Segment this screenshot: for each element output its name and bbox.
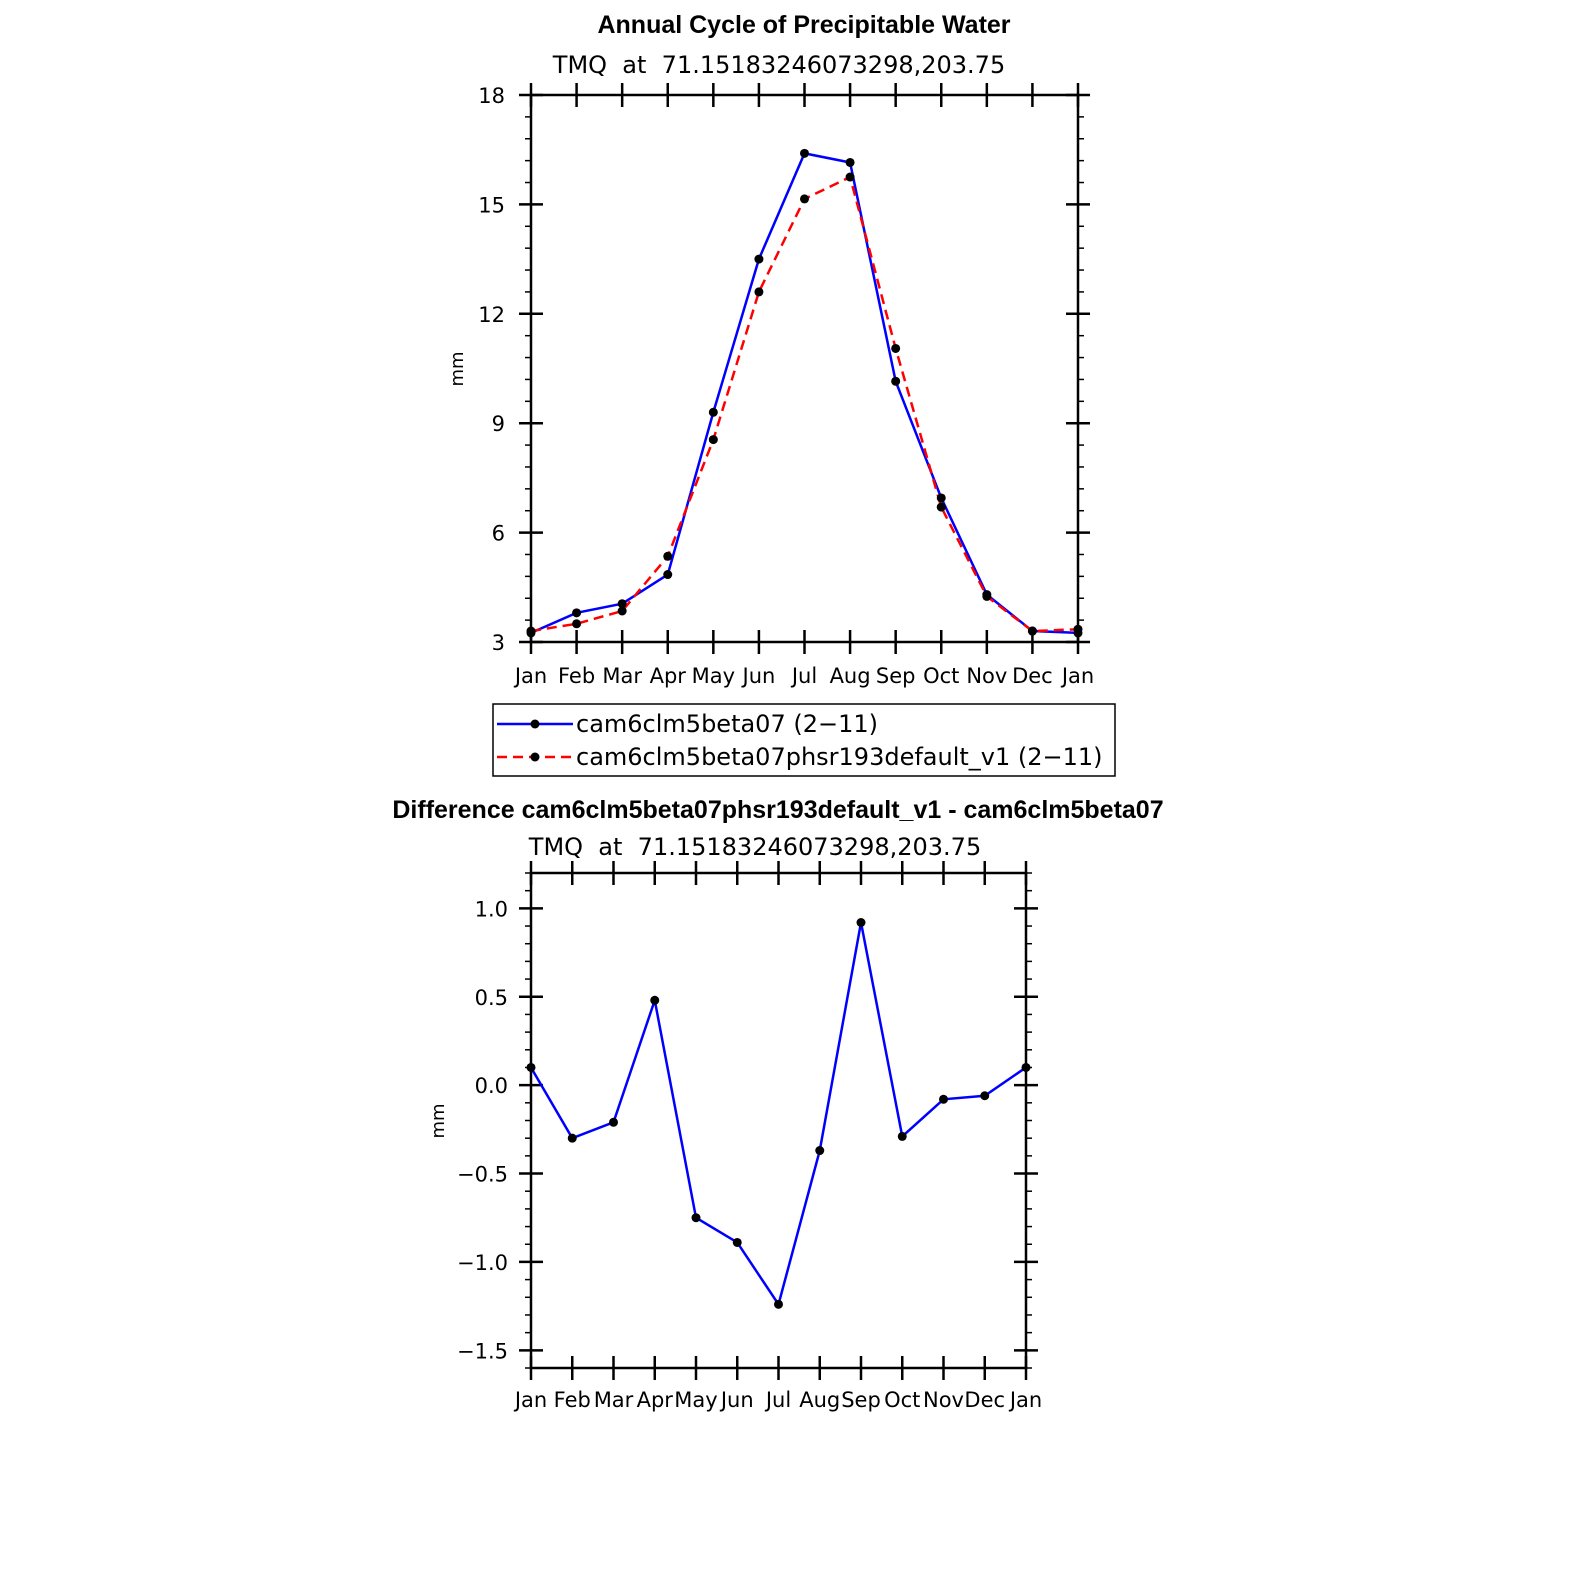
legend-label-red: cam6clm5beta07phsr193default_v1 (2−11) <box>576 743 1103 771</box>
data-point <box>891 376 901 386</box>
ytick-label: −1.0 <box>457 1251 508 1275</box>
chart2-line-difference <box>529 922 1027 1308</box>
xtick-label: Apr <box>637 1388 674 1412</box>
data-point <box>936 502 946 512</box>
data-point <box>982 591 992 601</box>
xtick-label: Nov <box>923 1388 964 1412</box>
data-point <box>708 435 718 445</box>
ytick-label: −0.5 <box>457 1163 508 1187</box>
data-point <box>572 608 582 618</box>
xtick-label: Jul <box>790 664 817 688</box>
xtick-label: Dec <box>964 1388 1005 1412</box>
xtick-label: May <box>692 664 735 688</box>
xtick-label: Mar <box>594 1388 634 1412</box>
ytick-label: 9 <box>492 412 505 436</box>
data-point <box>617 606 627 616</box>
xtick-label: Sep <box>841 1388 881 1412</box>
chart2-frame <box>529 871 1028 1370</box>
ytick-label: 6 <box>492 522 505 546</box>
chart1-ytick-labels: 3 6 9 12 15 18 <box>478 84 505 655</box>
chart1-title: Annual Cycle of Precipitable Water <box>597 11 1010 39</box>
data-point <box>708 407 718 417</box>
ytick-label: 0.0 <box>475 1074 508 1098</box>
data-point <box>567 1133 577 1143</box>
data-point <box>897 1131 907 1141</box>
chart1-series <box>530 151 1079 635</box>
xtick-label: Jun <box>741 664 776 688</box>
xtick-label: Aug <box>799 1388 840 1412</box>
data-point <box>1027 626 1037 636</box>
data-point <box>650 995 660 1005</box>
ytick-label: 18 <box>478 84 505 108</box>
ytick-label: 1.0 <box>475 897 508 921</box>
chart2-ylabel: mm <box>428 1103 449 1138</box>
xtick-label: Feb <box>554 1388 591 1412</box>
data-point <box>663 570 673 580</box>
data-point <box>891 343 901 353</box>
chart1-frame <box>529 93 1080 644</box>
data-point <box>800 148 809 158</box>
data-point <box>663 551 673 561</box>
ytick-label: 12 <box>478 303 505 327</box>
chart2-xtick-labels: Jan Feb Mar Apr May Jun Jul Aug Sep Oct Nov Dec Jan <box>513 1388 1042 1412</box>
xtick-label: Feb <box>558 664 595 688</box>
xtick-label: Oct <box>884 1388 920 1412</box>
chart2-subtitle: TMQ at 71.15183246073298,203.75 <box>528 833 981 861</box>
xtick-label: Jan <box>513 664 547 688</box>
data-point <box>815 1146 825 1156</box>
chart1-line-phsr193default <box>530 175 1079 633</box>
xtick-label: Dec <box>1012 664 1053 688</box>
xtick-label: Jan <box>1008 1388 1042 1412</box>
data-point <box>845 172 855 182</box>
chart1-line-cam6clm5beta07 <box>530 151 1079 635</box>
legend-marker-blue <box>530 719 540 729</box>
data-point <box>732 1237 742 1247</box>
data-point <box>617 599 627 609</box>
xtick-label: Jan <box>1060 664 1094 688</box>
data-point <box>609 1117 618 1127</box>
legend-label-blue: cam6clm5beta07 (2−11) <box>576 710 878 738</box>
data-point <box>939 1094 948 1104</box>
chart1-subtitle: TMQ at 71.15183246073298,203.75 <box>552 51 1005 79</box>
data-point <box>754 254 764 264</box>
ytick-label: 3 <box>492 631 505 655</box>
chart2-series <box>529 922 1027 1308</box>
data-point <box>691 1213 701 1223</box>
data-point <box>856 918 866 927</box>
ytick-label: 0.5 <box>475 986 508 1010</box>
legend-marker-red <box>530 752 540 762</box>
chart1-xtick-labels: Jan Feb Mar Apr May Jun Jul Aug Sep Oct Nov Dec Jan <box>513 664 1094 688</box>
xtick-label: Nov <box>966 664 1007 688</box>
chart1-legend: cam6clm5beta07 (2−11) cam6clm5beta07phsr… <box>492 703 1116 777</box>
chart1-ticks <box>519 83 1090 654</box>
xtick-label: Jan <box>513 1388 547 1412</box>
legend-box <box>492 703 1116 777</box>
ytick-label: 15 <box>478 193 505 217</box>
xtick-label: Jun <box>719 1388 754 1412</box>
xtick-label: Jul <box>764 1388 791 1412</box>
chart-difference: Difference cam6clm5beta07phsr193default_… <box>392 796 1163 1412</box>
ytick-label: −1.5 <box>457 1339 508 1363</box>
data-point <box>754 287 764 297</box>
xtick-label: Aug <box>830 664 871 688</box>
data-point <box>980 1091 990 1101</box>
xtick-label: Oct <box>923 664 959 688</box>
xtick-label: Mar <box>602 664 642 688</box>
chart-annual-cycle: Annual Cycle of Precipitable Water TMQ a… <box>447 11 1116 777</box>
xtick-label: Apr <box>650 664 687 688</box>
data-point <box>936 493 946 503</box>
chart2-title: Difference cam6clm5beta07phsr193default_… <box>392 796 1163 824</box>
data-point <box>800 194 809 204</box>
chart1-ylabel: mm <box>447 351 468 386</box>
data-point <box>572 619 582 629</box>
chart2-points <box>526 918 1031 1309</box>
data-point <box>845 157 855 167</box>
chart2-ytick-labels: −1.5 −1.0 −0.5 0.0 0.5 1.0 <box>457 897 508 1363</box>
xtick-label: Sep <box>876 664 916 688</box>
xtick-label: May <box>674 1388 717 1412</box>
chart1-points <box>526 148 1083 638</box>
data-point <box>774 1299 783 1309</box>
